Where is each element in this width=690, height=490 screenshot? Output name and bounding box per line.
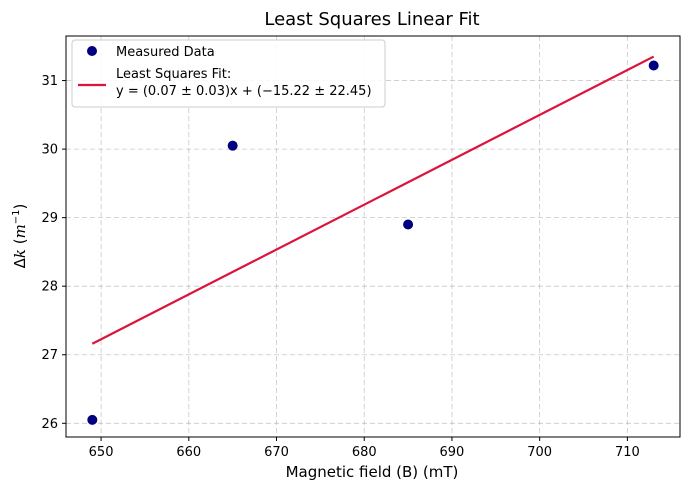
- x-tick-label: 700: [527, 445, 552, 460]
- y-tick-label: 28: [41, 280, 58, 295]
- y-tick-label: 30: [41, 143, 58, 158]
- x-tick-label: 650: [89, 445, 114, 460]
- y-tick-label: 31: [41, 74, 58, 89]
- legend-marker-measured: [87, 46, 97, 56]
- y-axis-label: Δk (m−1): [11, 204, 29, 269]
- axes-frame: [65, 35, 681, 438]
- x-tick-label: 680: [352, 445, 377, 460]
- legend-label-measured: Measured Data: [116, 45, 215, 60]
- x-tick-label: 660: [176, 445, 201, 460]
- data-point: [648, 60, 659, 71]
- y-tick-label: 29: [41, 211, 58, 226]
- legend-label-fit: Least Squares Fit:: [116, 67, 231, 82]
- y-axis-label-prefix: Δ: [11, 257, 29, 268]
- x-tick-label: 690: [440, 445, 465, 460]
- y-axis-label-unit: m: [11, 224, 29, 238]
- legend: Measured Data Least Squares Fit: y = (0.…: [71, 39, 386, 108]
- chart-title: Least Squares Linear Fit: [264, 9, 479, 30]
- x-tick-label: 710: [615, 445, 640, 460]
- plot-area: [87, 55, 659, 425]
- data-point: [87, 414, 98, 425]
- y-axis-label-close: ): [11, 204, 29, 210]
- data-point: [227, 140, 238, 151]
- x-tick-label: 670: [264, 445, 289, 460]
- axis-ticks: 650 660 670 680 690 700 710 26 27 28 29 30 31: [41, 74, 639, 460]
- y-axis-label-variable: k: [11, 249, 29, 258]
- legend-fit-equation: y = (0.07 ± 0.03)x + (−15.22 ± 22.45): [116, 84, 372, 99]
- fit-line: [91, 55, 655, 345]
- data-point: [403, 219, 414, 230]
- y-axis-label-open: (: [11, 238, 29, 249]
- legend-box: [71, 39, 386, 108]
- y-tick-label: 27: [41, 348, 58, 363]
- x-axis-label: Magnetic field (B) (mT): [286, 463, 459, 481]
- y-axis-label-exponent: −1: [11, 209, 22, 224]
- y-tick-label: 26: [41, 417, 58, 432]
